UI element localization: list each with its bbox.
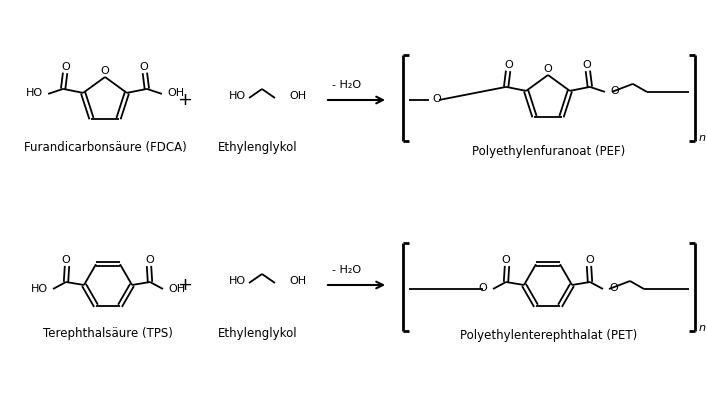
Text: O: O xyxy=(502,255,510,265)
Text: n: n xyxy=(699,323,706,333)
Text: Ethylenglykol: Ethylenglykol xyxy=(218,326,298,339)
Text: n: n xyxy=(699,133,706,143)
Text: HO: HO xyxy=(30,284,47,294)
Text: O: O xyxy=(100,66,110,76)
Text: HO: HO xyxy=(229,276,246,286)
Text: Polyethylenfuranoat (PEF): Polyethylenfuranoat (PEF) xyxy=(472,144,626,158)
Text: O: O xyxy=(139,62,148,72)
Text: O: O xyxy=(478,283,487,293)
Text: HO: HO xyxy=(229,91,246,101)
Text: O: O xyxy=(62,62,71,72)
Text: OH: OH xyxy=(168,284,185,294)
Text: - H₂O: - H₂O xyxy=(332,80,361,90)
Text: O: O xyxy=(146,255,154,265)
Text: O: O xyxy=(583,60,591,70)
Text: HO: HO xyxy=(25,88,42,98)
Text: O: O xyxy=(585,255,595,265)
Text: Terephthalsäure (TPS): Terephthalsäure (TPS) xyxy=(43,326,173,339)
Text: O: O xyxy=(505,60,513,70)
Text: +: + xyxy=(177,276,192,294)
Text: Ethylenglykol: Ethylenglykol xyxy=(218,142,298,154)
Text: OH: OH xyxy=(289,276,306,286)
Text: O: O xyxy=(432,94,440,104)
Text: O: O xyxy=(611,86,619,96)
Text: O: O xyxy=(609,283,618,293)
Text: OH: OH xyxy=(289,91,306,101)
Text: +: + xyxy=(177,91,192,109)
Text: Polyethylenterephthalat (PET): Polyethylenterephthalat (PET) xyxy=(460,328,638,341)
Text: O: O xyxy=(62,255,71,265)
Text: - H₂O: - H₂O xyxy=(332,265,361,275)
Text: OH: OH xyxy=(168,88,185,98)
Text: Furandicarbonsäure (FDCA): Furandicarbonsäure (FDCA) xyxy=(23,142,187,154)
Text: O: O xyxy=(544,64,552,74)
